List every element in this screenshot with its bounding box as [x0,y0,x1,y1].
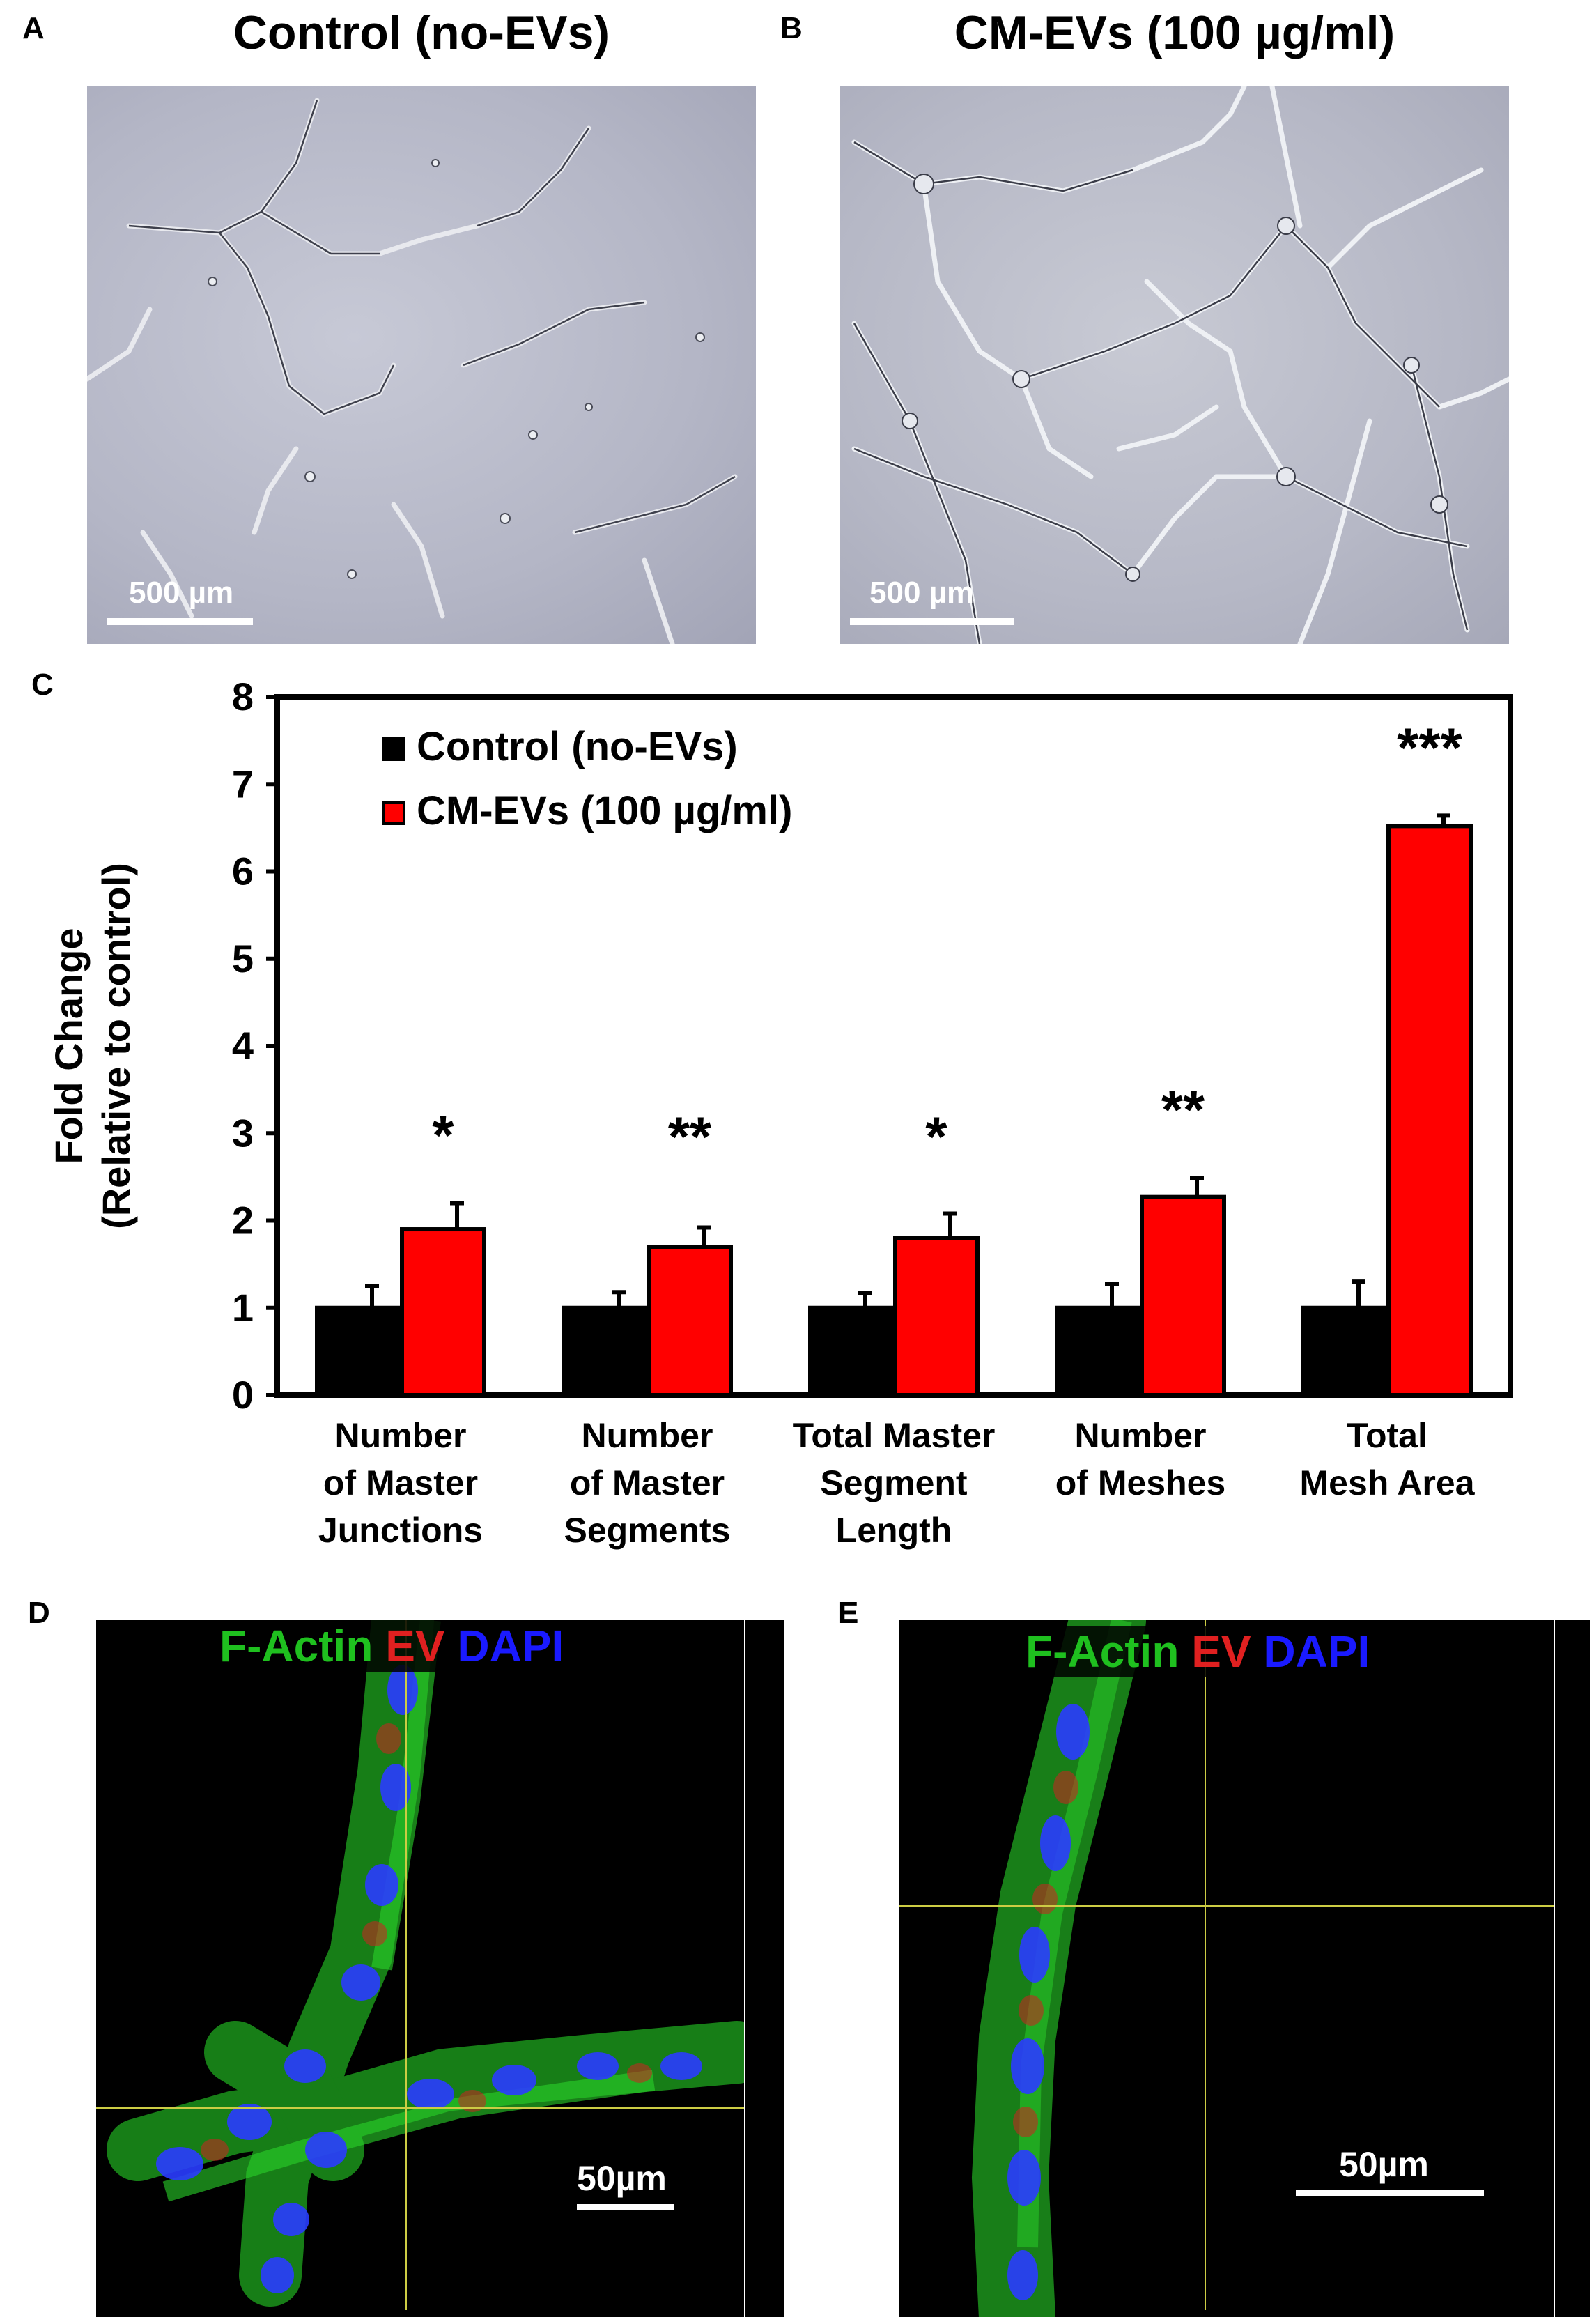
panel-letter-e: E [838,1596,859,1630]
scale-label-d: 50µm [577,2159,667,2198]
stain-label-dapi-d: DAPI [457,1621,564,1671]
x-category-label-line: Length [835,1511,952,1550]
bar-control [315,1305,401,1397]
bar-control [1055,1305,1141,1397]
confocal-d-cells [96,1620,744,2310]
confocal-image-e: F-Actin EV DAPI 50µm [899,1620,1554,2317]
confocal-e-cells [899,1620,1554,2317]
scale-label-a: 500 µm [129,576,234,610]
scale-bar-a [107,618,253,625]
x-category-label-line: of Master [323,1463,479,1502]
panel-letter-c: C [31,668,54,702]
bar-cm-evs [647,1245,733,1398]
stain-label-ev-d: EV [385,1621,445,1671]
scale-label-e: 50µm [1339,2145,1429,2184]
bar-chart: 0 1 2 3 4 5 6 7 8 Fold Change (Relative to control… [47,675,1513,1417]
panel-a-title: Control (no-EVs) [233,6,610,59]
stain-legend-e: F-Actin EV DAPI [1017,1626,1379,1677]
significance-marker: * [925,1105,947,1167]
scale-bar-b [850,618,1014,625]
scale-label-b: 500 µm [869,576,975,610]
bar-control [562,1305,648,1397]
x-category-label-line: Total [1347,1416,1427,1455]
panel-b-title: CM-EVs (100 µg/ml) [954,6,1395,59]
x-category-label-line: Number [334,1416,467,1455]
x-category-label-line: Number [581,1416,713,1455]
stain-legend-d: F-Actin EV DAPI [211,1620,573,1672]
y-tick-label: 6 [232,849,254,893]
legend-label-control: Control (no-EVs) [417,724,738,769]
y-tick-label: 0 [232,1373,254,1417]
y-tick-label: 1 [232,1286,254,1330]
micrograph-cm-evs: 500 µm [840,86,1509,644]
micrograph-control: 500 µm [87,86,756,644]
y-tick-label: 8 [232,675,254,718]
stain-label-factin-e: F-Actin [1026,1626,1179,1677]
orthogonal-view-d [745,1620,784,2317]
x-category-label: Number of Master Segments [529,1412,766,1554]
bar-control [808,1305,895,1397]
x-category-label-line: Junctions [318,1511,483,1550]
y-tick-label: 2 [232,1199,254,1242]
x-category-label: Number of Master Junctions [282,1412,519,1554]
panel-letter-b: B [780,11,803,45]
x-category-label-line: Total Master [792,1416,996,1455]
y-tick-label: 3 [232,1111,254,1155]
x-category-label-line: Segment [820,1463,968,1502]
x-category-label: Total Mesh Area [1269,1412,1506,1507]
micrograph-control-network [87,98,738,644]
micrograph-cm-evs-network [851,86,1509,644]
stain-label-dapi-e: DAPI [1263,1626,1370,1677]
x-category-label-line: Mesh Area [1299,1463,1475,1502]
bar-cm-evs [400,1227,486,1398]
bar-cm-evs [1140,1194,1226,1397]
panel-letter-a: A [22,11,45,45]
y-axis-label-line1: Fold Change [47,928,91,1164]
bar-control [1301,1305,1388,1397]
x-category-label: Total Master Segment Length [775,1412,1012,1554]
significance-marker: ** [668,1105,712,1167]
x-category-label-line: Segments [564,1511,731,1550]
legend-swatch-cm-evs [382,801,405,825]
significance-marker: *** [1397,716,1462,778]
significance-marker: * [432,1104,454,1166]
orthogonal-view-e [1555,1620,1590,2317]
bar-cm-evs [893,1236,980,1397]
y-axis-label-line2: (Relative to control) [94,863,138,1229]
scale-bar-e [1296,2190,1484,2196]
legend-swatch-control [382,737,405,761]
x-category-label-line: Number [1074,1416,1207,1455]
bar-cm-evs [1386,824,1473,1397]
x-category-label-line: of Meshes [1055,1463,1226,1502]
stain-label-factin-d: F-Actin [219,1621,373,1671]
legend-label-cm-evs: CM-EVs (100 µg/ml) [417,788,793,833]
panel-letter-d: D [28,1596,50,1630]
x-category-label-line: of Master [569,1463,725,1502]
confocal-image-d: F-Actin EV DAPI 50µm [96,1620,744,2317]
y-tick-label: 5 [232,937,254,980]
scale-bar-d [577,2204,674,2210]
y-tick-label: 4 [232,1024,254,1068]
y-tick-label: 7 [232,762,254,806]
stain-label-ev-e: EV [1191,1626,1251,1677]
significance-marker: ** [1161,1079,1205,1141]
x-category-label: Number of Meshes [1022,1412,1259,1507]
